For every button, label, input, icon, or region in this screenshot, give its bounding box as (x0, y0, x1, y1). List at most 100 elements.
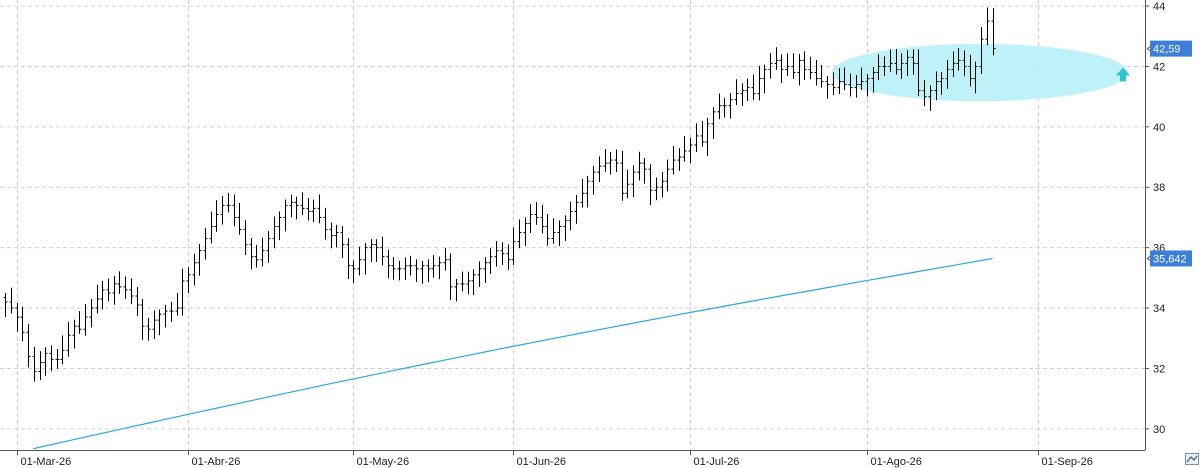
zoom-icon[interactable] (1185, 453, 1199, 465)
ohlc-bar (568, 201, 573, 231)
ohlc-bar (397, 260, 402, 281)
ohlc-bar (682, 135, 687, 162)
ohlc-bar (123, 276, 128, 300)
ohlc-bar (466, 271, 471, 295)
ohlc-bar (871, 67, 876, 93)
ohlc-bar (203, 227, 208, 260)
ohlc-bar (574, 195, 579, 224)
ohlc-bar (403, 257, 408, 281)
ohlc-bar (66, 322, 71, 357)
ohlc-bar (249, 237, 254, 270)
ohlc-bar (768, 52, 773, 79)
ohlc-bar (945, 60, 950, 89)
ohlc-bar (985, 7, 990, 46)
ohlc-bar (363, 242, 368, 275)
ohlc-bar (825, 76, 830, 99)
ohlc-bar (186, 267, 191, 293)
ohlc-bar (677, 148, 682, 171)
ohlc-bar (129, 278, 134, 305)
ohlc-bar (437, 256, 442, 280)
ohlc-bar (797, 53, 802, 86)
ohlc-bar (545, 214, 550, 246)
ohlc-bar (494, 241, 499, 267)
ohlc-bar (757, 65, 762, 101)
axes (0, 0, 1149, 455)
ohlc-bar (443, 247, 448, 271)
ohlc-bar (334, 224, 339, 248)
ohlc-bar (968, 54, 973, 87)
ohlc-bar (20, 306, 25, 342)
ohlc-bar (243, 220, 248, 255)
ohlc-bar (169, 302, 174, 322)
ohlc-bar (72, 319, 77, 349)
ohlc-bar (49, 345, 54, 372)
ohlc-bar (751, 74, 756, 101)
ohlc-bar (180, 268, 185, 316)
ohlc-bar (408, 255, 413, 276)
ohlc-bar (112, 275, 117, 305)
ohlc-bar (500, 242, 505, 266)
ohlc-bar (426, 259, 431, 282)
ohlc-bar (642, 158, 647, 184)
ohlc-bar (140, 299, 145, 340)
ohlc-bar (357, 246, 362, 276)
ohlc-bar (814, 59, 819, 86)
ohlc-bar (237, 203, 242, 235)
ohlc-bar (540, 204, 545, 234)
ohlc-bar (192, 253, 197, 286)
ohlc-bar (922, 80, 927, 106)
y-tick-label: 38 (1153, 182, 1165, 194)
ohlc-bar (32, 347, 37, 382)
ohlc-bar (340, 226, 345, 258)
ohlc-bar (232, 194, 237, 227)
ohlc-bar (888, 49, 893, 73)
ohlc-bar (894, 48, 899, 75)
ohlc-bar (346, 238, 351, 280)
ohlc-bar (603, 149, 608, 172)
grid-lines (0, 0, 1145, 450)
ohlc-bar (214, 200, 219, 232)
y-tick-label: 32 (1153, 363, 1165, 375)
ohlc-bar (842, 67, 847, 90)
ohlc-bar (523, 217, 528, 247)
ohlc-bar (117, 271, 122, 294)
ohlc-bar (306, 198, 311, 221)
ohlc-bar (329, 222, 334, 249)
ohlc-bar (819, 64, 824, 88)
moving-average-line (32, 257, 993, 450)
ohlc-bar (77, 311, 82, 334)
ohlc-bar (905, 50, 910, 76)
ohlc-bar (277, 211, 282, 241)
ohlc-bar (608, 151, 613, 175)
ohlc-bar (311, 199, 316, 223)
ohlc-bar (534, 202, 539, 225)
ohlc-bar (637, 151, 642, 181)
ohlc-bar (734, 79, 739, 105)
ohlc-bar (911, 49, 916, 76)
ohlc-bar (854, 74, 859, 98)
ohlc-bar (414, 259, 419, 283)
ohlc-bar (38, 351, 43, 380)
ohlc-bar (220, 195, 225, 225)
y-tick-label: 34 (1153, 303, 1165, 315)
ohlc-bar (899, 53, 904, 80)
ohlc-bar (951, 51, 956, 77)
ohlc-bar (260, 237, 265, 267)
ohlc-bar (728, 92, 733, 119)
ohlc-bar (939, 72, 944, 95)
ohlc-bar (580, 178, 585, 208)
ohlc-bar (848, 73, 853, 97)
ohlc-bar (100, 280, 105, 310)
x-tick-label: 01-Jul-26 (694, 456, 740, 468)
ohlc-bar (511, 227, 516, 266)
price-tags: 42,59 35,642 (1146, 40, 1192, 267)
ohlc-bar (391, 257, 396, 280)
ohlc-bar (956, 47, 961, 71)
ohlc-bar (688, 137, 693, 164)
ohlc-bar (528, 204, 533, 233)
ohlc-bar (934, 71, 939, 101)
ohlc-bar (175, 293, 180, 316)
ohlc-bar (745, 78, 750, 102)
ohlc-bar (454, 278, 459, 302)
ohlc-bar (135, 287, 140, 316)
